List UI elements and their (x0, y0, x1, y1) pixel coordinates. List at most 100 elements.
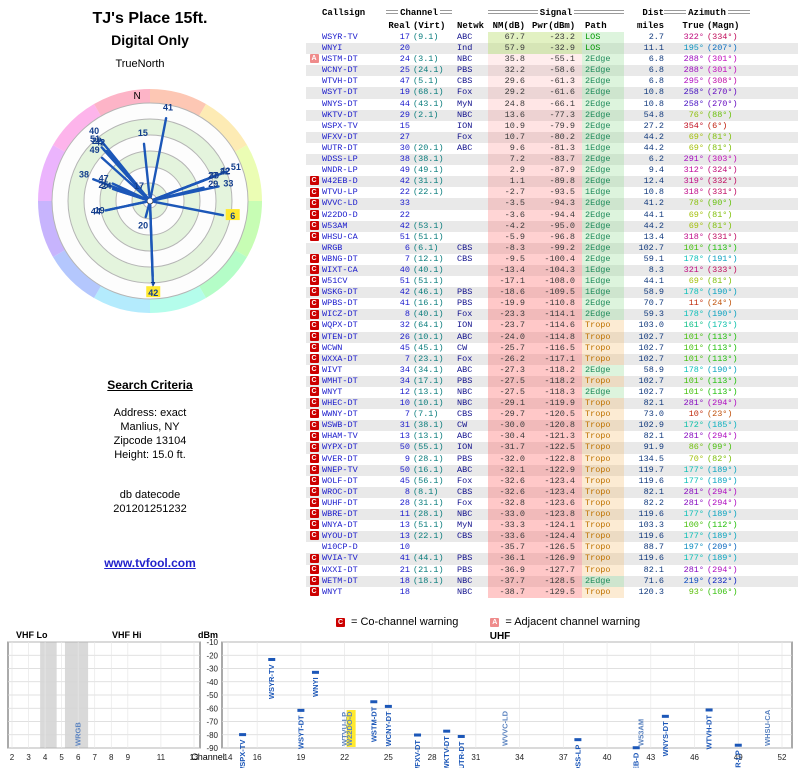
tvfool-link[interactable]: www.tvfool.com (104, 556, 196, 570)
distance-miles: 102.7 (638, 353, 664, 364)
signal-path: Tropo (582, 342, 624, 354)
row-flag: C (306, 220, 322, 232)
channel-tick-label: 46 (690, 753, 699, 762)
signal-path: Tropo (582, 586, 624, 598)
signal-path: Tropo (582, 531, 624, 543)
power-dbm: -96.8 (532, 231, 582, 243)
station-marker (734, 743, 742, 747)
channel-tick-label: 6 (76, 753, 81, 762)
callsign: WYPX-DT (322, 442, 358, 453)
network: ION (457, 120, 473, 131)
table-row: WNYS-DT 44 (43.1) MyN 24.8 -66.1 2Edge 10.8 258°… (306, 98, 798, 110)
y-tick-label: -90 (206, 744, 218, 753)
row-flag: C (306, 464, 322, 476)
distance-miles: 82.1 (643, 564, 664, 575)
azimuth-magnetic: (189°) (707, 509, 738, 520)
co-channel-warning-icon: C (309, 187, 319, 197)
power-dbm: -104.3 (532, 264, 582, 277)
noise-margin: -35.7 (488, 542, 532, 554)
station-label-weak: W53AM (637, 719, 646, 746)
azimuth-true: 319° (683, 176, 704, 187)
azimuth-magnetic: (99°) (707, 442, 733, 453)
noise-margin: 32.2 (488, 65, 532, 77)
callsign: WWNY-DT (322, 409, 358, 420)
azimuth-magnetic: (294°) (707, 486, 738, 497)
network: MyN (457, 98, 473, 109)
channel-virtual: (31.1) (413, 497, 444, 508)
signal-path: 1Edge (582, 264, 624, 277)
signal-path: 2Edge (582, 154, 624, 166)
co-channel-warning-icon: C (309, 564, 319, 574)
row-flag: C (306, 453, 322, 465)
adjacent-channel-warning-icon: A (309, 54, 319, 64)
distance-miles: 44.2 (643, 131, 664, 142)
table-row: WKTV-DT 29 (2.1) NBC 13.6 -77.3 2Edge 54.8 76° (8… (306, 109, 798, 121)
noise-margin: -32.1 (488, 464, 532, 476)
row-flag: C (306, 498, 322, 509)
channel-real: 45 (399, 342, 410, 353)
co-channel-warning-icon: C (309, 198, 319, 208)
channel-real: 8 (404, 309, 410, 320)
azimuth-magnetic: (294°) (707, 431, 738, 442)
channel-real: 42 (399, 176, 410, 187)
distance-miles: 102.7 (638, 387, 664, 397)
azimuth-magnetic: (301°) (707, 54, 738, 65)
channel-real: 41 (399, 553, 410, 564)
station-label: WSTM-DT (369, 706, 378, 742)
channel-virtual (410, 587, 452, 598)
search-criteria-title: Search Criteria (107, 378, 193, 392)
channel-tick-label: 13 (190, 753, 199, 762)
network (452, 232, 488, 243)
distance-miles: 6.8 (648, 76, 664, 87)
co-channel-warning-icon: C (309, 498, 319, 508)
channel-virtual: (10.1) (413, 331, 444, 342)
power-dbm: -128.5 (532, 575, 582, 587)
channel-virtual: (20.1) (413, 142, 444, 153)
table-row: WDSS-LP 38 (38.1) 7.2 -83.7 2Edge 6.2 291° (303°… (306, 154, 798, 166)
channel-virtual: (28.1) (413, 453, 444, 464)
signal-path: Tropo (582, 542, 624, 554)
radar-channel-label: 6 (230, 211, 235, 221)
distance-miles: 120.3 (638, 586, 664, 597)
noise-margin: -25.7 (488, 342, 532, 354)
co-channel-warning-icon: C (309, 520, 319, 530)
signal-path: 2Edge (582, 76, 624, 88)
noise-margin: -9.5 (488, 253, 532, 265)
radar-spoke (152, 185, 220, 202)
table-row: C WETM-DT 18 (18.1) NBC -37.7 -128.5 2Edge 71.6 2… (306, 575, 798, 587)
callsign: WBRE-DT (322, 509, 358, 520)
azimuth-magnetic: (301°) (707, 65, 738, 76)
noise-margin: -23.7 (488, 320, 532, 332)
network: ION (457, 442, 473, 453)
azimuth-true: 219° (683, 575, 704, 586)
channel-virtual: (2.1) (413, 109, 439, 120)
power-dbm: -108.0 (532, 276, 582, 288)
noise-margin: 57.9 (488, 43, 532, 55)
co-channel-warning-icon: C (309, 442, 319, 452)
callsign: WSKG-DT (322, 287, 358, 298)
table-row: C WNEP-TV 50 (16.1) ABC -32.1 -122.9 Tropo 119.7… (306, 464, 798, 476)
callsign: W10CP-D (322, 542, 358, 553)
row-flag: C (306, 342, 322, 354)
radar-rim-segment (38, 201, 66, 257)
power-dbm: -80.2 (532, 131, 582, 143)
channel-virtual: (18.1) (413, 575, 444, 586)
station-label: W42EB-D (632, 752, 641, 768)
power-dbm: -124.4 (532, 531, 582, 543)
table-row: C WVER-DT 9 (28.1) PBS -32.0 -122.8 Tropo 134.5 7… (306, 453, 798, 465)
azimuth-true: 101° (683, 375, 704, 386)
azimuth-magnetic: (106°) (707, 586, 738, 597)
radar-channel-label: 42 (220, 166, 230, 176)
co-channel-warning-icon: C (309, 575, 319, 585)
co-channel-warning-icon: C (309, 320, 319, 330)
azimuth-magnetic: (81°) (707, 209, 733, 220)
distance-miles: 13.4 (643, 231, 664, 242)
channel-tick-label: 8 (109, 753, 114, 762)
channel-real: 22 (399, 187, 410, 198)
distance-miles: 102.7 (638, 242, 664, 253)
distance-miles: 82.1 (643, 398, 664, 409)
channel-real: 45 (399, 475, 410, 486)
callsign: WMHT-DT (322, 375, 358, 386)
power-dbm: -32.9 (532, 43, 582, 55)
channel-virtual: (17.1) (413, 375, 444, 386)
